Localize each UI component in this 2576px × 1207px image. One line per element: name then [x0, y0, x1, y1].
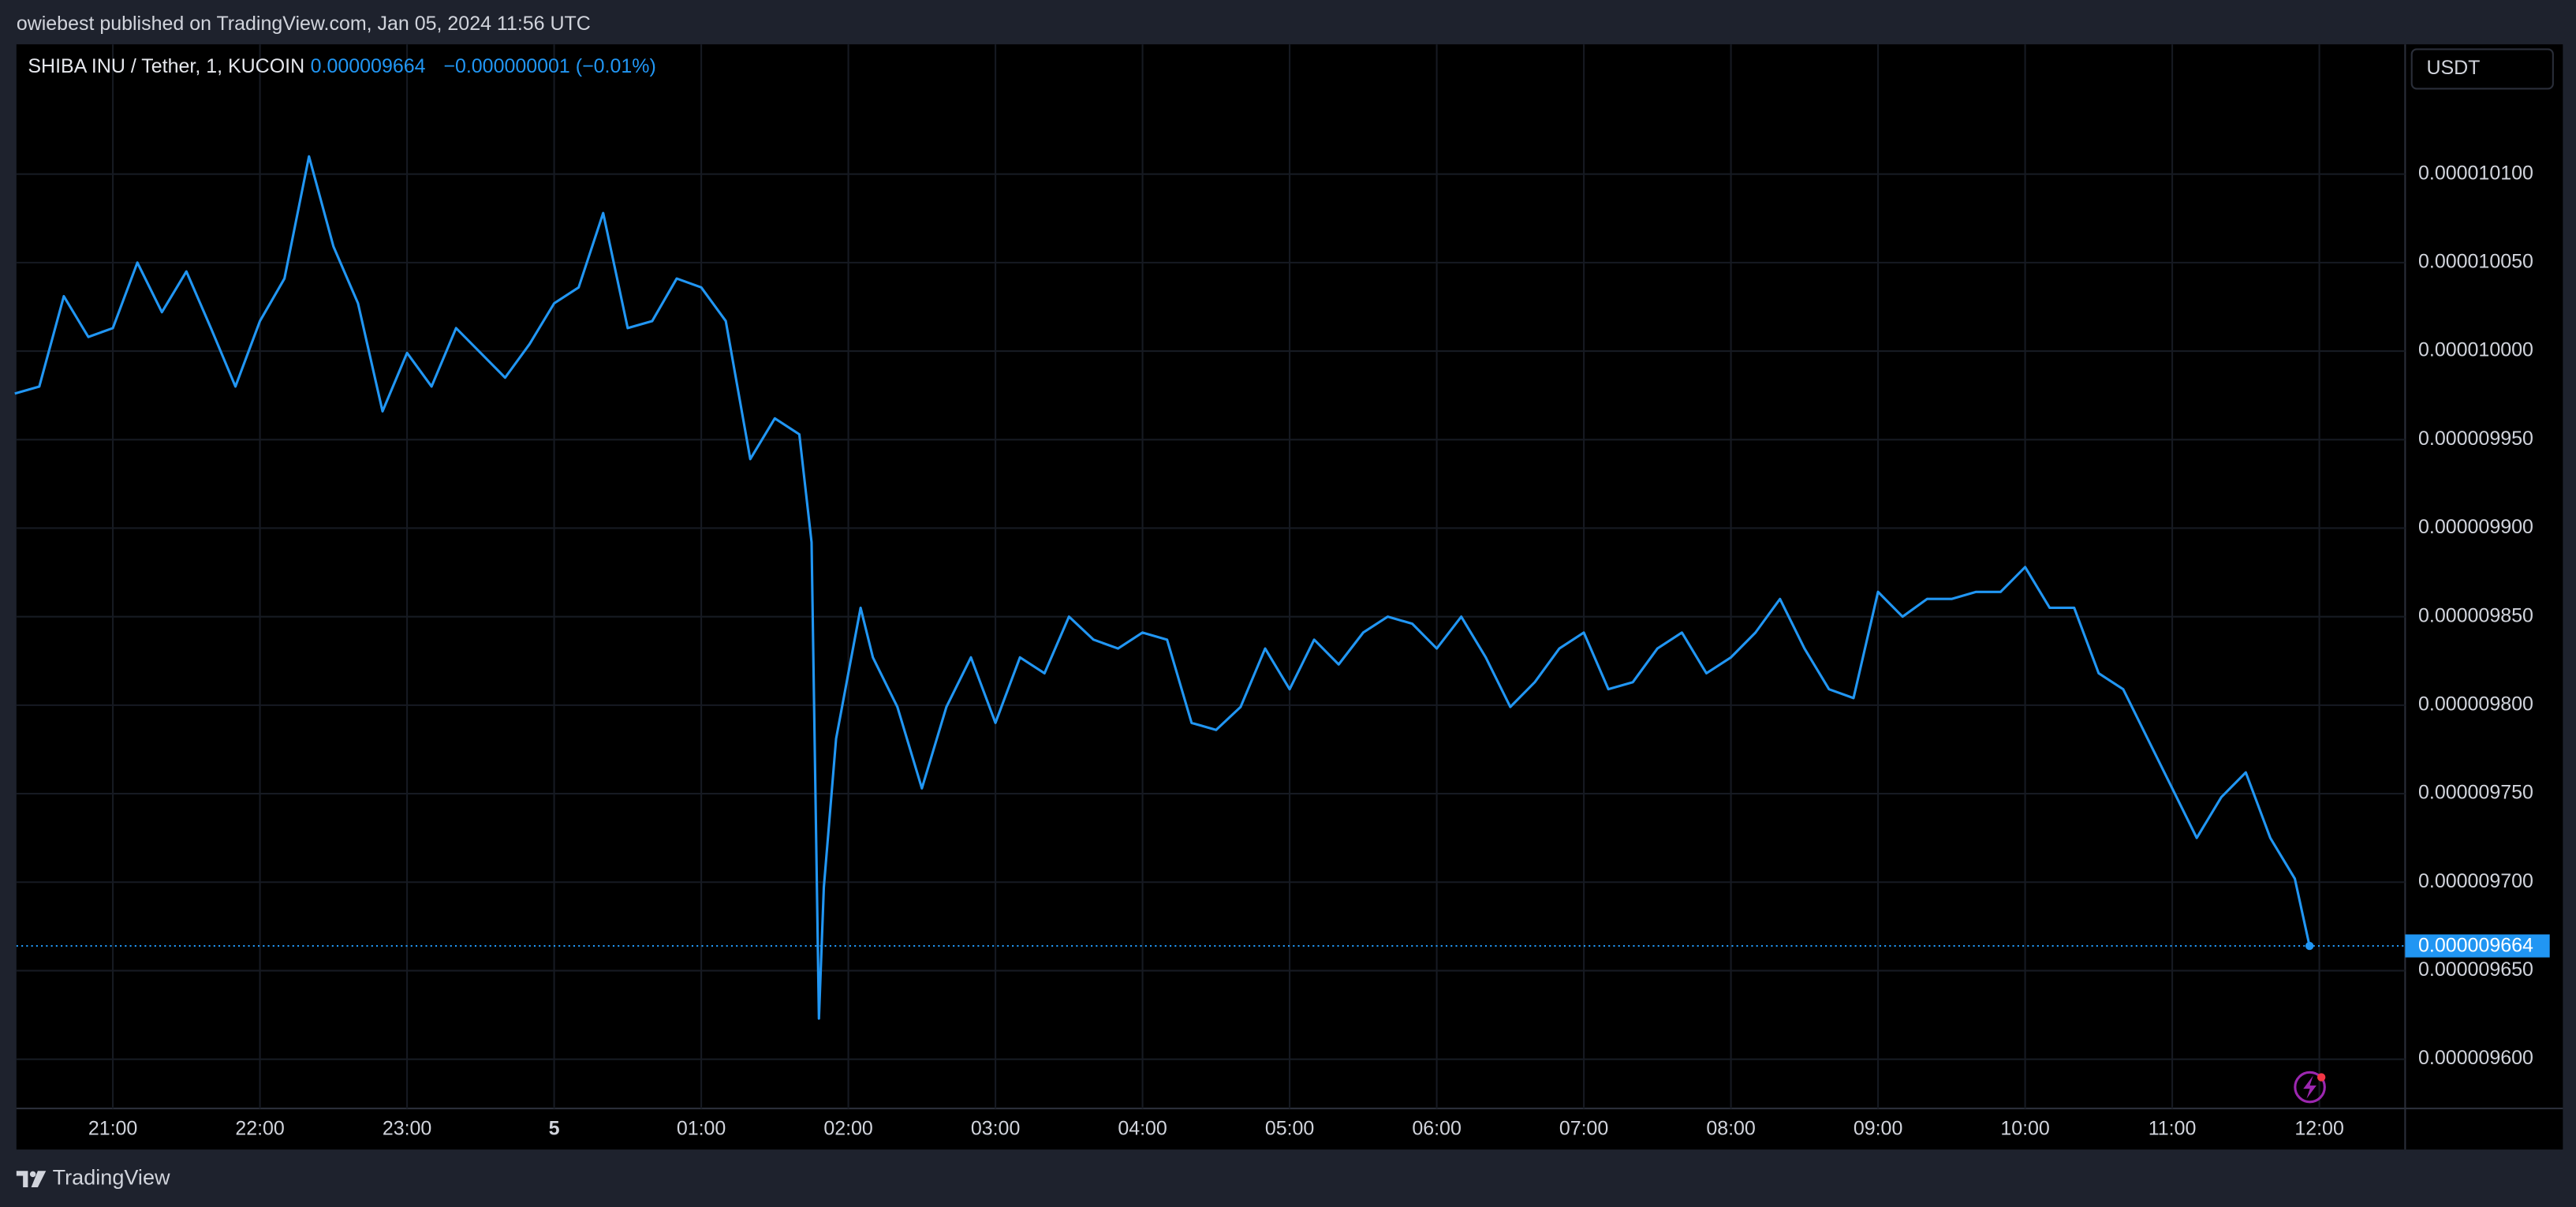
x-tick-label: 01:00 — [677, 1118, 726, 1140]
x-tick-label: 21:00 — [88, 1118, 138, 1140]
x-tick-label: 10:00 — [2000, 1118, 2050, 1140]
brand-logo — [16, 1171, 47, 1188]
y-tick-label: 0.000009850 — [2418, 604, 2533, 626]
lightning-icon[interactable] — [2294, 1071, 2326, 1104]
x-tick-label: 05:00 — [1265, 1118, 1315, 1140]
time-axis — [16, 1108, 2563, 1150]
x-tick-label: 23:00 — [383, 1118, 432, 1140]
x-tick-label: 07:00 — [1559, 1118, 1609, 1140]
y-tick-label: 0.000009800 — [2418, 693, 2533, 715]
publisher-line: owiebest published on TradingView.com, J… — [17, 13, 591, 35]
y-tick-label: 0.000009750 — [2418, 782, 2533, 804]
y-tick-label: 0.000009600 — [2418, 1047, 2533, 1069]
x-tick-label: 08:00 — [1706, 1118, 1756, 1140]
x-tick-label: 5 — [549, 1118, 560, 1140]
last-price-badge — [2405, 934, 2550, 958]
y-tick-label: 0.000010050 — [2418, 250, 2533, 272]
y-tick-label: 0.000010100 — [2418, 162, 2533, 184]
y-tick-label: 0.000010000 — [2418, 339, 2533, 361]
x-tick-label: 11:00 — [2149, 1118, 2197, 1140]
plot-area — [16, 44, 2406, 1109]
footer-brand: TradingView — [53, 1166, 170, 1190]
x-tick-label: 03:00 — [971, 1118, 1021, 1140]
x-tick-label: 04:00 — [1118, 1118, 1167, 1140]
price-axis — [2405, 44, 2563, 1109]
y-tick-label: 0.000009700 — [2418, 870, 2533, 892]
x-tick-label: 02:00 — [823, 1118, 873, 1140]
x-tick-label: 22:00 — [235, 1118, 285, 1140]
y-tick-label: 0.000009950 — [2418, 428, 2533, 450]
currency-label[interactable]: USDT — [2426, 57, 2480, 79]
x-tick-label: 12:00 — [2294, 1118, 2344, 1140]
last-price: 0.000009664 — [311, 55, 426, 77]
y-tick-label: 0.000009900 — [2418, 516, 2533, 538]
symbol-title: SHIBA INU / Tether, 1, KUCOIN — [28, 55, 304, 77]
grid — [16, 44, 2406, 1109]
price-change: −0.000000001 (−0.01%) — [443, 55, 655, 77]
last-price-badge-label: 0.000009664 — [2418, 935, 2533, 957]
price-line — [14, 155, 2311, 1020]
x-tick-label: 06:00 — [1412, 1118, 1462, 1140]
marks — [14, 155, 2406, 1020]
x-tick-label: 09:00 — [1854, 1118, 1903, 1140]
currency-button[interactable] — [2410, 48, 2554, 90]
y-tick-label: 0.000009650 — [2418, 958, 2533, 981]
